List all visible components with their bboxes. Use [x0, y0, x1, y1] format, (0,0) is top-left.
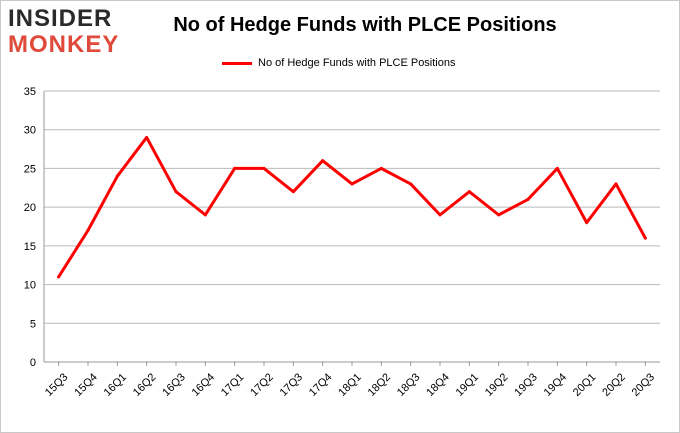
x-tick-label: 19Q4 [542, 371, 570, 399]
x-tick-label: 19Q1 [454, 371, 482, 399]
x-tick-label: 18Q4 [424, 371, 452, 399]
x-tick-label: 16Q1 [102, 371, 130, 399]
insider-monkey-logo: INSIDER MONKEY [8, 6, 128, 58]
data-point [262, 166, 266, 170]
data-point [497, 213, 501, 217]
y-tick-label: 10 [24, 280, 36, 292]
legend-swatch [222, 61, 252, 65]
y-tick-label: 25 [24, 163, 36, 175]
data-point [174, 190, 178, 194]
x-tick-label: 19Q3 [512, 371, 540, 399]
data-point [438, 213, 442, 217]
x-tick-label: 20Q1 [571, 371, 599, 399]
y-tick-label: 5 [30, 318, 36, 330]
legend-label: No of Hedge Funds with PLCE Positions [258, 57, 456, 69]
data-point [555, 166, 559, 170]
data-point [145, 135, 149, 139]
y-tick-label: 35 [24, 86, 36, 98]
data-point [321, 159, 325, 163]
x-tick-label: 19Q2 [483, 371, 511, 399]
data-point [203, 213, 207, 217]
x-tick-label: 15Q4 [72, 371, 100, 399]
x-tick-label: 18Q3 [395, 371, 423, 399]
x-tick-label: 20Q2 [600, 371, 628, 399]
y-tick-label: 20 [24, 202, 36, 214]
y-tick-label: 0 [30, 357, 36, 369]
data-point [115, 174, 119, 178]
x-tick-label: 17Q1 [219, 371, 247, 399]
x-tick-label: 17Q4 [307, 371, 335, 399]
data-point [614, 182, 618, 186]
y-tick-label: 15 [24, 241, 36, 253]
data-point [409, 182, 413, 186]
x-tick-label: 17Q2 [248, 371, 276, 399]
x-tick-label: 16Q4 [190, 371, 218, 399]
data-point [643, 236, 647, 240]
x-tick-label: 16Q2 [131, 371, 159, 399]
logo-line-1: INSIDER [8, 5, 113, 32]
data-point [379, 166, 383, 170]
data-point [291, 190, 295, 194]
x-tick-label: 18Q2 [366, 371, 394, 399]
data-point [86, 228, 90, 232]
chart-legend: No of Hedge Funds with PLCE Positions [222, 55, 456, 71]
x-tick-label: 15Q3 [43, 371, 71, 399]
data-point [526, 197, 530, 201]
data-point [57, 275, 61, 279]
data-point [233, 166, 237, 170]
logo-line-2: MONKEY [8, 31, 120, 58]
x-tick-label: 20Q3 [630, 371, 658, 399]
x-tick-label: 17Q3 [278, 371, 306, 399]
data-point [467, 190, 471, 194]
y-tick-label: 30 [24, 125, 36, 137]
data-point [585, 221, 589, 225]
x-tick-label: 18Q1 [336, 371, 364, 399]
x-tick-label: 16Q3 [160, 371, 188, 399]
chart-title: No of Hedge Funds with PLCE Positions [173, 14, 557, 36]
data-point [350, 182, 354, 186]
